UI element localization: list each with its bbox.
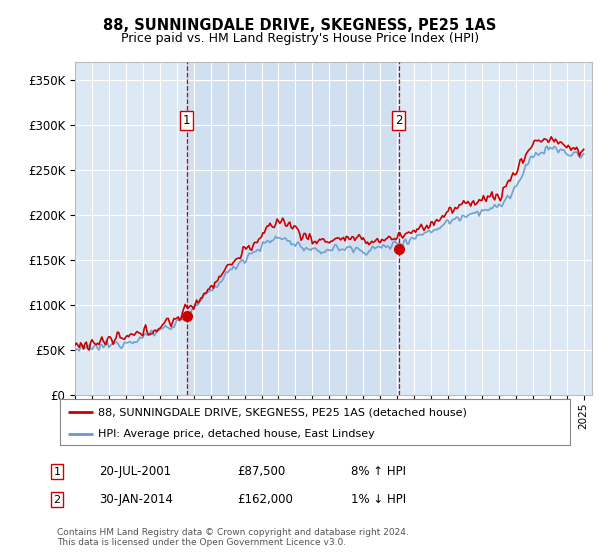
Text: Price paid vs. HM Land Registry's House Price Index (HPI): Price paid vs. HM Land Registry's House …: [121, 32, 479, 45]
Text: £87,500: £87,500: [237, 465, 285, 478]
Text: £162,000: £162,000: [237, 493, 293, 506]
Text: 20-JUL-2001: 20-JUL-2001: [99, 465, 171, 478]
Bar: [187, 62, 398, 395]
Text: 2: 2: [395, 114, 403, 127]
Text: HPI: Average price, detached house, East Lindsey: HPI: Average price, detached house, East…: [98, 429, 375, 438]
Text: 1% ↓ HPI: 1% ↓ HPI: [351, 493, 406, 506]
Text: 88, SUNNINGDALE DRIVE, SKEGNESS, PE25 1AS: 88, SUNNINGDALE DRIVE, SKEGNESS, PE25 1A…: [103, 18, 497, 34]
Text: Contains HM Land Registry data © Crown copyright and database right 2024.
This d: Contains HM Land Registry data © Crown c…: [57, 528, 409, 547]
Text: 1: 1: [53, 466, 61, 477]
Text: 1: 1: [183, 114, 190, 127]
Text: 8% ↑ HPI: 8% ↑ HPI: [351, 465, 406, 478]
Text: 2: 2: [53, 494, 61, 505]
Text: 88, SUNNINGDALE DRIVE, SKEGNESS, PE25 1AS (detached house): 88, SUNNINGDALE DRIVE, SKEGNESS, PE25 1A…: [98, 407, 467, 417]
Text: 30-JAN-2014: 30-JAN-2014: [99, 493, 173, 506]
